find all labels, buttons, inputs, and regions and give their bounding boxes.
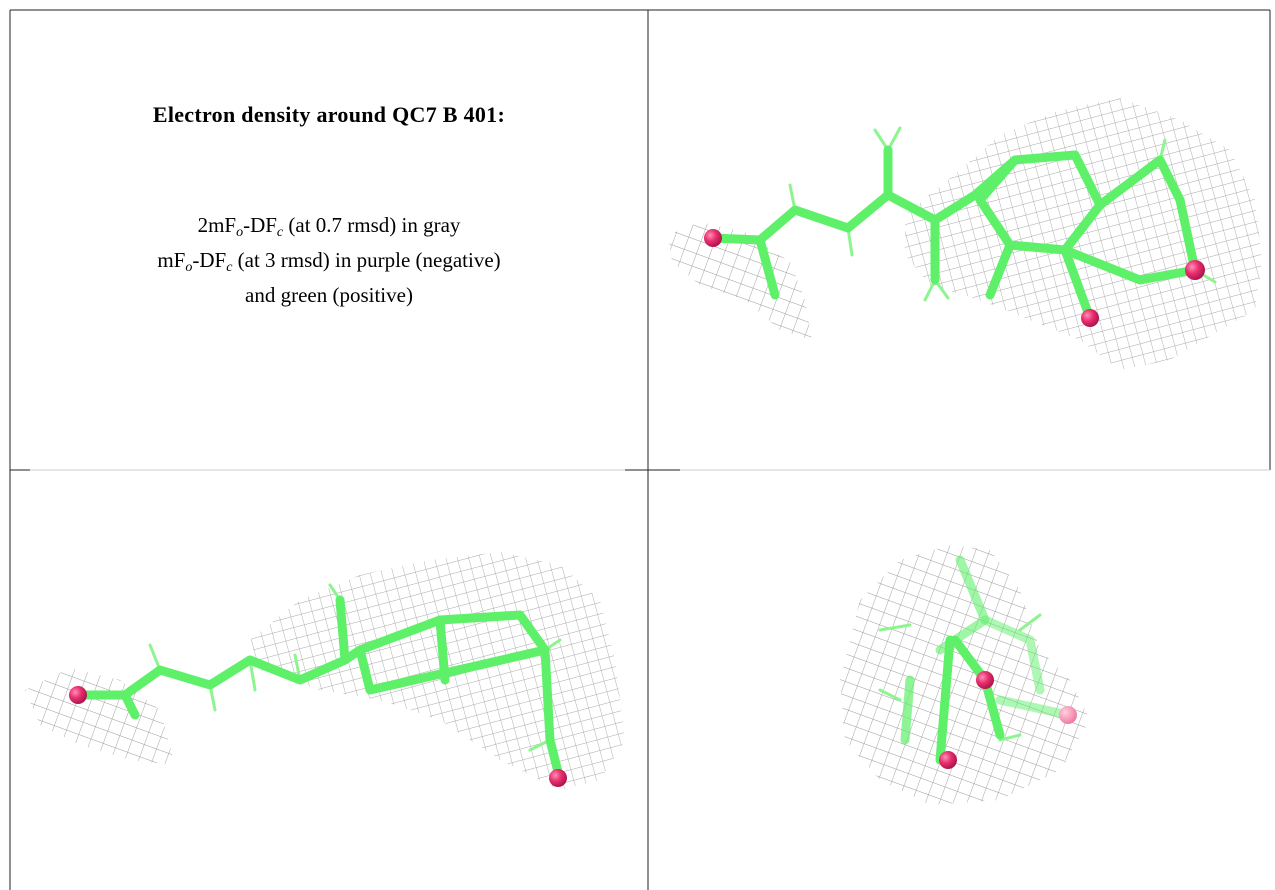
molecule-view-1 [668,98,1262,370]
caption-text: -DF [243,213,277,237]
caption-line: 2mFo-DFc (at 0.7 rmsd) in gray [10,208,648,243]
molecule-view-2 [25,552,625,790]
caption-text: 2mF [198,213,237,237]
caption-cell: Electron density around QC7 B 401: 2mFo-… [10,10,648,470]
caption-line: and green (positive) [10,278,648,313]
caption-text: (at 3 rmsd) in purple (negative) [232,248,500,272]
caption-line: mFo-DFc (at 3 rmsd) in purple (negative) [10,243,648,278]
caption-text: (at 0.7 rmsd) in gray [283,213,460,237]
caption-text: -DF [192,248,226,272]
caption-text: and green (positive) [245,283,413,307]
molecule-view-3 [840,545,1090,805]
page: Electron density around QC7 B 401: 2mFo-… [0,0,1275,890]
caption-text: mF [157,248,185,272]
caption-title: Electron density around QC7 B 401: [10,102,648,128]
